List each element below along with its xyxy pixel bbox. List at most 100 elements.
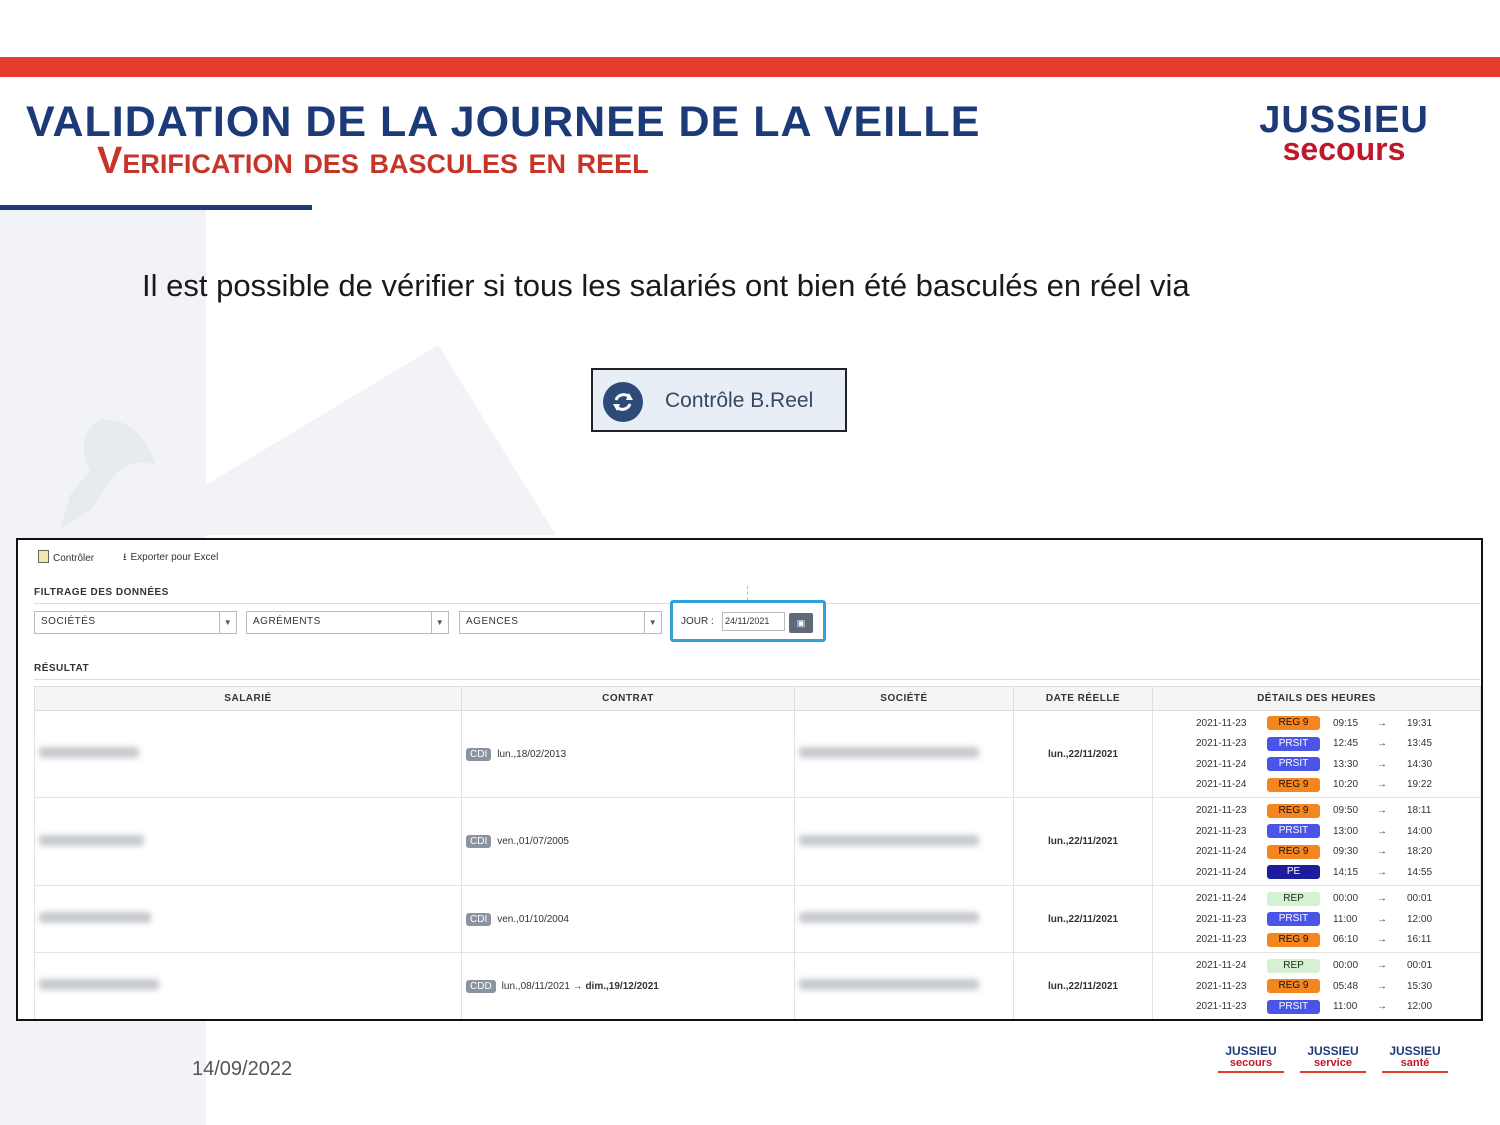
- slide-title: VALIDATION DE LA JOURNEE DE LA VEILLE: [26, 98, 981, 146]
- hours-entry: 2021-11-23 REG 9 06:10 → 16:11: [1153, 929, 1480, 950]
- hours-entry: 2021-11-24 REG 9 09:30 → 18:20: [1153, 842, 1480, 863]
- end-time: 14:55: [1407, 866, 1433, 878]
- hours-entry: 2021-11-24 REP 00:00 → 00:01: [1153, 955, 1480, 976]
- table-header-row: SALARIÉ CONTRAT SOCIÉTÉ DATE RÉELLE DÉTA…: [34, 686, 1481, 711]
- contract-cell: CDI lun.,18/02/2013: [461, 710, 795, 798]
- agences-select-value: AGENCES: [466, 616, 519, 627]
- company-cell: [794, 952, 1014, 1019]
- contract-dates: lun.,08/11/2021: [501, 980, 570, 992]
- chevron-down-icon: ▼: [644, 612, 661, 633]
- end-time: 14:30: [1407, 758, 1433, 770]
- arrow-right-icon: →: [1377, 934, 1387, 945]
- arrow-right-icon: →: [1377, 846, 1387, 858]
- end-time: 18:20: [1407, 846, 1433, 858]
- column-header[interactable]: DATE RÉELLE: [1013, 686, 1153, 711]
- start-time: 14:15: [1333, 866, 1359, 878]
- footer-logo-top: JUSSIEU: [1389, 1044, 1441, 1058]
- entry-date: 2021-11-23: [1196, 980, 1247, 992]
- hours-entry: 2021-11-23 PRSIT 13:00 → 14:00: [1153, 821, 1480, 842]
- start-time: 09:50: [1333, 805, 1359, 817]
- column-header[interactable]: CONTRAT: [461, 686, 795, 711]
- entry-date: 2021-11-23: [1196, 913, 1247, 925]
- entry-date: 2021-11-24: [1196, 846, 1247, 858]
- hours-tag: REG 9: [1267, 844, 1320, 859]
- entry-date: 2021-11-23: [1196, 1001, 1247, 1012]
- export-excel-button[interactable]: ⭳ Exporter pour Excel: [123, 550, 218, 567]
- chevron-down-icon: ▼: [431, 612, 448, 633]
- date-reelle-cell: lun.,22/11/2021: [1013, 885, 1153, 953]
- footer-logo-underline: [1382, 1071, 1448, 1073]
- hours-tag: REG 9: [1267, 716, 1320, 731]
- calendar-icon[interactable]: ▣: [789, 613, 813, 633]
- hours-tag: PRSIT: [1267, 824, 1320, 839]
- column-header[interactable]: DÉTAILS DES HEURES: [1152, 686, 1481, 711]
- end-time: 12:00: [1407, 913, 1433, 925]
- arrow-right-icon: →: [1377, 960, 1387, 971]
- control-toolbar-button[interactable]: Contrôler: [38, 550, 94, 564]
- redacted-company-name: [799, 912, 979, 923]
- arrow-right-icon: →: [572, 980, 583, 992]
- entry-date: 2021-11-23: [1196, 934, 1247, 945]
- hours-entry: 2021-11-24 REG 9 10:20 → 19:22: [1153, 775, 1480, 796]
- redacted-employee-name: [39, 912, 151, 923]
- contract-dates: ven.,01/07/2005: [497, 836, 569, 847]
- hours-tag: REG 9: [1267, 803, 1320, 818]
- start-time: 00:00: [1333, 960, 1359, 971]
- redacted-employee-name: [39, 747, 139, 758]
- title-underline: [0, 205, 312, 210]
- contract-type-badge: CDI: [466, 747, 492, 761]
- column-header[interactable]: SALARIÉ: [34, 686, 462, 711]
- hours-entry: 2021-11-23 PRSIT 11:00 → 12:00: [1153, 909, 1480, 930]
- arrow-right-icon: →: [1377, 893, 1387, 904]
- jour-filter: JOUR : 24/11/2021 ▣: [670, 600, 826, 642]
- arrow-right-icon: →: [1377, 913, 1387, 925]
- hours-tag: REG 9: [1267, 979, 1320, 993]
- intro-text: Il est possible de vérifier si tous les …: [142, 268, 1190, 303]
- societes-select[interactable]: SOCIÉTÉS ▼: [34, 611, 237, 634]
- table-row[interactable]: CDI lun.,18/02/2013 lun.,22/11/2021 2021-…: [34, 710, 1481, 798]
- redacted-company-name: [799, 979, 979, 990]
- divider: [34, 679, 1480, 680]
- background-shape: [206, 345, 556, 535]
- arrow-right-icon: →: [1377, 758, 1387, 770]
- entry-date: 2021-11-24: [1196, 866, 1247, 878]
- arrow-right-icon: →: [1377, 717, 1387, 729]
- footer-logo-top: JUSSIEU: [1225, 1044, 1277, 1058]
- company-cell: [794, 797, 1014, 886]
- start-time: 09:15: [1333, 717, 1359, 729]
- hours-tag: PE: [1267, 865, 1320, 880]
- hours-tag: PRSIT: [1267, 999, 1320, 1014]
- app-screenshot: Contrôler ⭳ Exporter pour Excel FILTRAGE …: [16, 538, 1483, 1021]
- redacted-employee-name: [39, 834, 144, 846]
- column-header[interactable]: SOCIÉTÉ: [794, 686, 1014, 711]
- entry-date: 2021-11-24: [1196, 893, 1247, 904]
- hours-entry: 2021-11-23 PRSIT 11:00 → 12:00: [1153, 996, 1480, 1017]
- contract-type-badge: CDI: [466, 912, 492, 926]
- hours-tag: PRSIT: [1267, 912, 1320, 926]
- contract-type-badge: CDI: [466, 835, 492, 848]
- entry-date: 2021-11-24: [1196, 960, 1247, 971]
- footer-logo-top: JUSSIEU: [1307, 1044, 1359, 1058]
- start-time: 00:00: [1333, 893, 1359, 904]
- export-label: Exporter pour Excel: [130, 552, 219, 563]
- table-row[interactable]: CDD lun.,08/11/2021 → dim.,19/12/2021 lun…: [34, 952, 1481, 1019]
- end-time: 12:00: [1407, 1001, 1433, 1012]
- entry-date: 2021-11-24: [1196, 779, 1247, 791]
- jour-date-input[interactable]: 24/11/2021: [722, 612, 785, 631]
- contract-dates: ven.,01/10/2004: [497, 913, 569, 925]
- end-time: 14:00: [1407, 825, 1433, 837]
- agrements-select[interactable]: AGRÉMENTS ▼: [246, 611, 449, 634]
- end-time: 18:11: [1407, 805, 1432, 817]
- agences-select[interactable]: AGENCES ▼: [459, 611, 662, 634]
- top-accent-bar: [0, 57, 1500, 77]
- hours-details-cell: 2021-11-23 REG 9 09:50 → 18:11 2021-11-23 PRS…: [1152, 797, 1481, 886]
- chevron-down-icon: ▼: [219, 612, 236, 633]
- slide-date: 14/09/2022: [192, 1058, 293, 1080]
- edit-doc-icon: [38, 550, 49, 563]
- controle-breel-button[interactable]: Contrôle B.Reel: [591, 368, 847, 432]
- control-label: Contrôler: [53, 553, 95, 564]
- table-row[interactable]: CDI ven.,01/07/2005 lun.,22/11/2021 2021-…: [34, 797, 1481, 886]
- footer-logo-underline: [1300, 1071, 1366, 1073]
- table-row[interactable]: CDI ven.,01/10/2004 lun.,22/11/2021 2021-…: [34, 885, 1481, 953]
- hours-entry: 2021-11-23 REG 9 09:50 → 18:11: [1153, 801, 1480, 822]
